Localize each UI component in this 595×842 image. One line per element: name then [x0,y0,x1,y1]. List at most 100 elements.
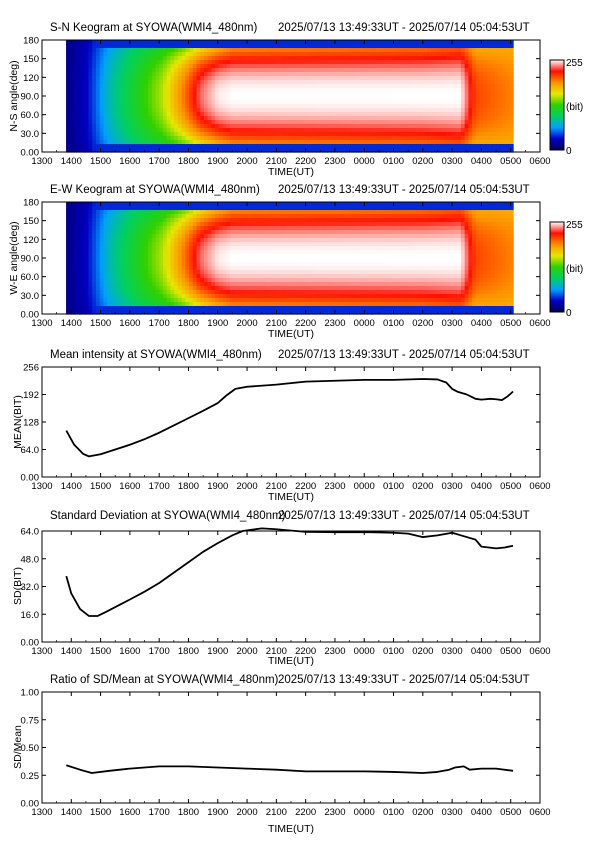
keogram-cell [129,262,134,267]
keogram-cell [330,116,335,121]
keogram-cell [192,92,198,97]
keogram-cell [468,136,473,141]
keogram-cell [349,132,354,137]
keogram-cell [341,132,347,137]
keogram-cell [405,84,410,89]
keogram-cell [341,88,347,93]
keogram-cell [460,100,466,105]
keogram-cell [401,116,406,121]
keogram-cell [442,128,447,133]
keogram-cell [114,206,119,211]
keogram-cell [230,136,235,141]
keogram-cell [77,218,82,223]
keogram-cell [155,270,160,275]
keogram-cell [423,120,429,125]
keogram-cell [490,76,496,81]
keogram-cell [99,92,105,97]
keogram-cell [487,144,492,149]
keogram-cell [289,52,294,57]
keogram-cell [99,128,105,133]
keogram-cell [66,40,71,45]
keogram-cell [92,226,97,231]
keogram-cell [177,214,183,219]
keogram-cell [289,68,294,73]
keogram-cell [256,270,261,275]
keogram-cell [163,266,168,271]
keogram-cell [181,72,186,77]
keogram-cell [233,128,239,133]
keogram-cell [196,140,201,145]
keogram-cell [379,136,384,141]
keogram-cell [274,96,280,101]
keogram-cell [397,108,402,113]
keogram-cell [192,104,198,109]
keogram-cell [334,128,339,133]
keogram-cell [181,88,186,93]
keogram-cell [181,202,186,207]
keogram-cell [364,52,369,57]
keogram-cell [107,266,112,271]
keogram-cell [226,68,231,73]
keogram-cell [99,140,105,145]
keogram-cell [323,136,328,141]
keogram-cell [285,136,291,141]
keogram-cell [393,120,399,125]
keogram-cell [196,84,201,89]
keogram-cell [285,48,291,53]
keogram-cell [479,140,484,145]
keogram-cell [196,290,201,295]
keogram-cell [371,124,376,129]
keogram-cell [92,116,97,121]
keogram-cell [259,116,265,121]
keogram-cell [297,68,302,73]
keogram-cell [151,80,157,85]
keogram-cell [196,80,201,85]
keogram-cell [397,132,402,137]
keogram-cell [397,56,402,61]
keogram-cell [110,40,116,45]
keogram-cell [297,96,302,101]
keogram-cell [73,108,78,113]
keogram-cell [185,222,190,227]
keogram-cell [285,44,291,49]
keogram-cell [136,218,142,223]
keogram-cell [263,210,268,215]
keogram-cell [256,250,261,255]
keogram-cell [92,254,97,259]
keogram-cell [367,140,373,145]
keogram-cell [323,40,328,45]
keogram-cell [92,100,97,105]
keogram-cell [110,68,116,73]
keogram-cell [375,136,380,141]
keogram-cell [155,250,160,255]
keogram-cell [189,278,194,283]
keogram-cell [509,92,514,97]
keogram-cell [274,116,280,121]
keogram-cell [379,148,384,153]
keogram-cell [226,136,231,141]
keogram-cell [241,108,246,113]
keogram-cell [442,112,447,117]
keogram-cell [230,294,235,299]
keogram-cell [237,266,242,271]
keogram-cell [151,210,157,215]
keogram-cell [241,278,246,283]
keogram-cell [174,80,179,85]
keogram-cell [263,294,268,299]
keogram-cell [233,250,239,255]
keogram-cell [345,44,350,49]
keogram-cell [472,120,477,125]
keogram-cell [338,76,343,81]
x-tick-label: 0000 [354,156,375,167]
keogram-cell [136,242,142,247]
keogram-cell [390,80,395,85]
keogram-cell [159,242,164,247]
keogram-cell [92,96,97,101]
keogram-cell [278,92,283,97]
keogram-cell [241,56,246,61]
keogram-cell [189,52,194,57]
keogram-cell [282,44,287,49]
keogram-cell [393,76,399,81]
keogram-cell [304,56,309,61]
keogram-cell [341,68,347,73]
